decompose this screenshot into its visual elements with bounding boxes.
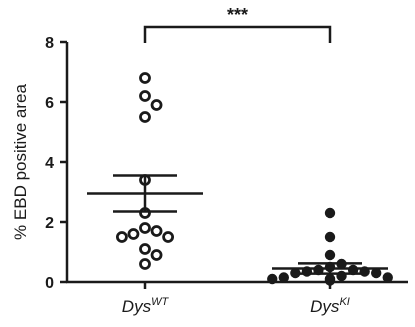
data-point	[139, 111, 151, 123]
category-base-text: Dys	[310, 297, 340, 316]
x-category-label: DysWT	[122, 296, 170, 316]
data-point	[139, 90, 151, 102]
data-point	[116, 231, 128, 243]
data-point	[150, 225, 163, 237]
significance-bracket	[143, 25, 332, 43]
data-point	[324, 207, 336, 219]
data-point	[371, 267, 382, 279]
category-superscript: WT	[151, 296, 169, 308]
data-point	[382, 272, 393, 283]
data-point	[324, 275, 336, 286]
y-tick-label: 8	[45, 35, 54, 52]
axes: 0 2 4 6 8	[45, 35, 408, 292]
data-point	[324, 231, 336, 243]
data-point	[139, 72, 151, 84]
data-point	[150, 99, 163, 111]
data-point	[150, 249, 163, 261]
y-tick-label: 2	[45, 215, 54, 232]
data-point	[267, 273, 278, 285]
data-point	[139, 258, 151, 270]
data-point	[290, 267, 301, 279]
data-point	[324, 249, 336, 261]
data-point	[139, 222, 151, 234]
y-tick-label: 6	[45, 95, 54, 112]
x-category-label: DysKI	[310, 296, 350, 316]
data-point	[127, 228, 140, 240]
data-point	[162, 231, 175, 243]
data-marks	[87, 72, 393, 286]
y-tick-label: 0	[45, 275, 54, 292]
category-base-text: Dys	[122, 297, 152, 316]
data-point	[278, 272, 289, 283]
category-superscript: KI	[339, 296, 349, 308]
y-tick-label: 4	[45, 155, 54, 172]
y-axis-label: % EBD positive area	[11, 84, 30, 240]
data-point	[139, 243, 151, 255]
significance-label: ***	[227, 5, 248, 25]
